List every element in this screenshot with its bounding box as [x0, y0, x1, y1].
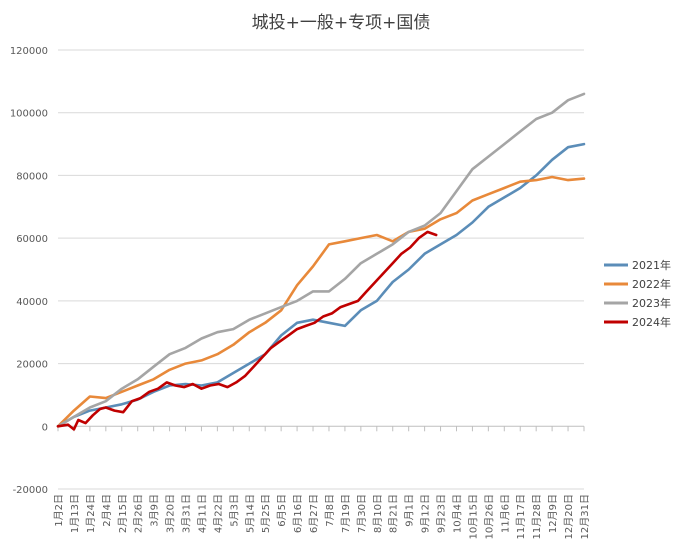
x-tick-label: 6月5日 — [276, 494, 288, 527]
x-tick-label: 7月19日 — [340, 494, 352, 533]
x-tick-label: 3月9日 — [149, 494, 161, 527]
series-line-2024年 — [56, 230, 438, 431]
x-tick-label: 2月15日 — [117, 494, 129, 533]
y-tick-label: 20000 — [16, 360, 48, 371]
x-axis: 1月2日 1月13日 1月24日 2月4日 2月15日 2月26日 3月9日 3月20日 3月3… — [53, 426, 591, 539]
x-tick-label: 3月20日 — [165, 494, 177, 533]
legend-label: 2021年 — [632, 258, 671, 272]
x-tick-label: 5月3日 — [228, 494, 240, 527]
x-tick-label: 12月9日 — [547, 494, 559, 533]
x-tick-label: 5月14日 — [244, 494, 256, 533]
y-tick-label: 100000 — [10, 109, 48, 120]
gridlines — [58, 49, 584, 490]
y-tick-label: 0 — [42, 422, 48, 433]
x-tick-label: 1月2日 — [53, 494, 65, 527]
x-tick-label: 8月10日 — [372, 494, 384, 533]
x-tick-label: 6月16日 — [292, 494, 304, 533]
x-tick-label: 9月1日 — [404, 494, 416, 527]
x-tick-label: 12月20日 — [563, 494, 575, 539]
x-tick-label: 5月25日 — [260, 494, 272, 533]
x-tick-label: 9月23日 — [436, 494, 448, 533]
x-tick-label: 10月4日 — [451, 494, 463, 533]
x-tick-label: 4月22日 — [212, 494, 224, 533]
x-tick-label: 9月12日 — [420, 494, 432, 533]
series-line-2023年 — [56, 92, 586, 428]
x-tick-label: 11月6日 — [499, 494, 511, 533]
y-tick-label: 80000 — [16, 171, 48, 182]
legend-label: 2022年 — [632, 277, 671, 291]
legend-label: 2023年 — [632, 296, 671, 310]
x-tick-label: 1月13日 — [69, 494, 81, 533]
y-axis: -20000 0 20000 40000 60000 80000 100000 120000 — [10, 46, 48, 496]
x-tick-label: 10月15日 — [467, 494, 479, 539]
x-tick-label: 4月11日 — [196, 494, 208, 533]
x-tick-label: 11月17日 — [515, 494, 527, 539]
legend: 2021年 2022年 2023年 2024年 — [604, 258, 671, 329]
x-tick-label: 2月26日 — [133, 494, 145, 533]
x-tick-label: 7月8日 — [324, 494, 336, 527]
x-tick-label: 8月21日 — [388, 494, 400, 533]
x-tick-label: 7月30日 — [356, 494, 368, 533]
x-tick-label: 1月24日 — [85, 494, 97, 533]
y-tick-label: 120000 — [10, 46, 48, 57]
y-tick-label: 60000 — [16, 234, 48, 245]
series-line-2022年 — [56, 175, 586, 428]
x-tick-label: 12月31日 — [579, 494, 591, 539]
x-tick-label: 3月31日 — [181, 494, 193, 533]
chart-title: 城投+一般+专项+国债 — [252, 13, 431, 33]
x-tick-label: 2月4日 — [101, 494, 113, 527]
y-tick-label: 40000 — [16, 297, 48, 308]
x-tick-label: 10月26日 — [483, 494, 495, 539]
x-tick-label: 11月28日 — [531, 494, 543, 539]
x-tick-label: 6月27日 — [308, 494, 320, 533]
legend-label: 2024年 — [632, 315, 671, 329]
series-lines — [56, 92, 586, 431]
y-tick-label: -20000 — [13, 485, 48, 496]
